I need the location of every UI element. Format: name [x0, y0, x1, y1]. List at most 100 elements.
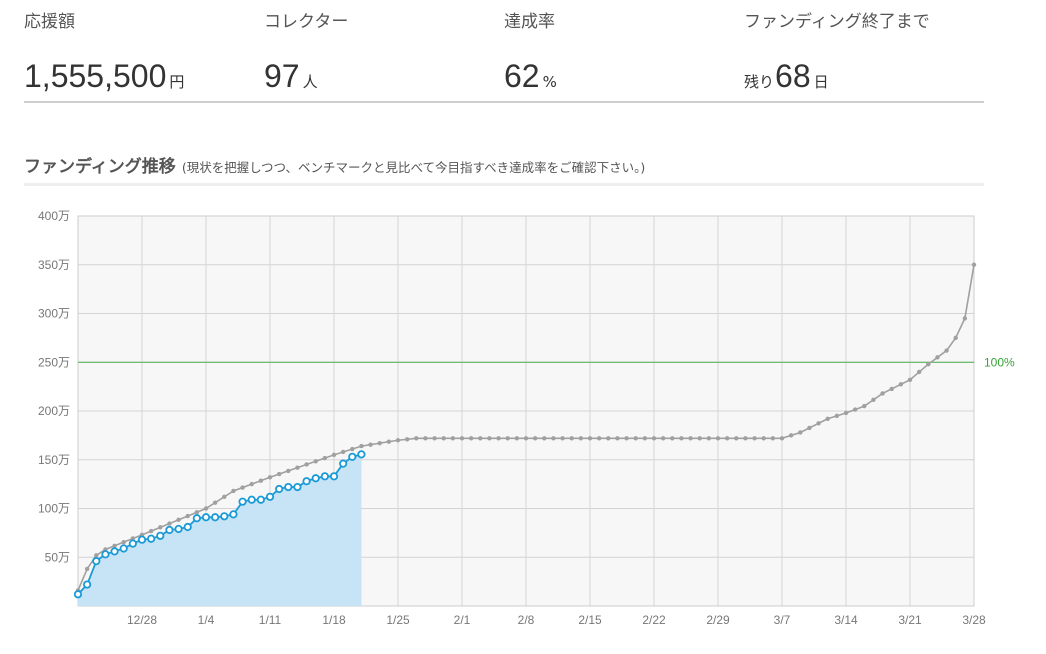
benchmark-point [423, 436, 428, 441]
stat-rate-label: 達成率 [504, 12, 555, 32]
y-tick-label: 200万 [38, 404, 70, 418]
benchmark-point [852, 407, 858, 412]
benchmark-point [359, 443, 364, 449]
benchmark-point [834, 413, 840, 419]
benchmark-point [505, 436, 510, 441]
x-tick-label: 12/28 [127, 613, 157, 627]
actual-point [201, 513, 211, 522]
actual-point [92, 557, 101, 566]
benchmark-point [368, 442, 373, 447]
benchmark-point [386, 439, 392, 444]
collectors-number: 97 [264, 58, 300, 94]
benchmark-point [450, 436, 456, 441]
actual-point [357, 450, 366, 459]
stat-rate-value: 62% [504, 56, 557, 102]
stat-amount-value: 1,555,500 円 [24, 56, 184, 102]
rate-number: 62 [504, 58, 540, 94]
stat-remaining-label: ファンディング終了まで [744, 12, 930, 32]
benchmark-point [697, 436, 702, 441]
benchmark-point [880, 391, 885, 396]
section-header: ファンディング推移 (現状を把握しつつ、ベンチマークと見比べて今目指すべき達成率を… [24, 152, 984, 186]
benchmark-point [459, 436, 465, 441]
y-tick-label: 150万 [38, 453, 70, 467]
benchmark-point [240, 485, 245, 490]
remaining-number: 68 [775, 58, 811, 94]
actual-point [128, 539, 137, 548]
benchmark-point [788, 433, 794, 438]
stat-collectors-value: 97 人 [264, 56, 318, 102]
section-title: ファンディング推移 [24, 157, 176, 177]
benchmark-point [276, 471, 282, 477]
amount-unit: 円 [169, 73, 185, 91]
benchmark-point [542, 436, 547, 441]
benchmark-point [203, 506, 209, 511]
x-tick-label: 2/1 [454, 613, 471, 627]
collectors-unit: 人 [302, 73, 318, 91]
actual-point [293, 482, 302, 492]
stat-collectors: コレクター 97 人 [264, 10, 349, 94]
benchmark-point [926, 362, 931, 367]
y-tick-label: 250万 [38, 355, 70, 369]
actual-area [78, 454, 362, 606]
benchmark-point [231, 488, 236, 494]
actual-point [83, 580, 92, 589]
benchmark-point [404, 437, 410, 442]
benchmark-point [816, 421, 821, 426]
benchmark-point [679, 436, 684, 441]
y-tick-label: 400万 [38, 209, 70, 223]
benchmark-point [660, 436, 666, 441]
benchmark-point [724, 436, 730, 441]
benchmark-point [194, 510, 200, 515]
benchmark-point [514, 436, 520, 441]
stat-remaining-value: 残り68 日 [744, 56, 829, 102]
y-tick-label: 100万 [38, 502, 70, 516]
benchmark-point [871, 397, 876, 402]
stat-amount-label: 応援額 [24, 12, 75, 32]
benchmark-point [843, 410, 849, 416]
benchmark-point [807, 425, 812, 431]
actual-point [147, 534, 156, 543]
benchmark-point [441, 436, 446, 441]
x-tick-label: 1/18 [322, 613, 346, 627]
actual-point [247, 495, 256, 504]
actual-point [302, 477, 311, 486]
x-tick-label: 3/7 [774, 613, 791, 627]
actual-point [110, 547, 119, 556]
benchmark-point [212, 500, 218, 505]
y-tick-label: 300万 [38, 307, 70, 321]
stat-remaining: ファンディング終了まで 残り68 日 [744, 10, 930, 94]
benchmark-point [560, 436, 565, 441]
amount-number: 1,555,500 [24, 58, 167, 94]
benchmark-point [578, 436, 584, 441]
benchmark-point [624, 436, 629, 441]
benchmark-point [487, 436, 492, 441]
actual-point [348, 452, 357, 461]
remaining-prefix: 残り [744, 73, 775, 91]
stats-panel: 応援額 1,555,500 円 コレクター 97 人 達成率 62% ファンディング… [24, 10, 984, 103]
benchmark-point [414, 436, 419, 441]
benchmark-point [167, 521, 172, 526]
remaining-unit: 日 [813, 73, 829, 91]
actual-point [165, 525, 174, 535]
actual-point [329, 472, 339, 481]
x-tick-label: 2/15 [578, 613, 602, 627]
benchmark-point [587, 436, 593, 441]
benchmark-point [615, 436, 620, 441]
benchmark-point [350, 446, 355, 452]
benchmark-point [331, 452, 337, 458]
stat-collectors-label: コレクター [264, 12, 349, 32]
actual-point [156, 531, 165, 540]
benchmark-point [898, 382, 904, 387]
benchmark-point [670, 436, 675, 441]
plot-border [77, 215, 975, 607]
stat-rate: 達成率 62% [504, 10, 557, 94]
y-tick-label: 350万 [38, 258, 70, 272]
benchmark-point [222, 494, 227, 499]
benchmark-point [267, 475, 273, 480]
actual-point [339, 459, 348, 468]
rate-unit: % [542, 73, 557, 91]
section-subtitle: (現状を把握しつつ、ベンチマークと見比べて今目指すべき達成率をご確認下さい。) [181, 160, 646, 175]
actual-point [211, 513, 220, 522]
actual-point [101, 550, 110, 559]
benchmark-point [377, 440, 382, 446]
